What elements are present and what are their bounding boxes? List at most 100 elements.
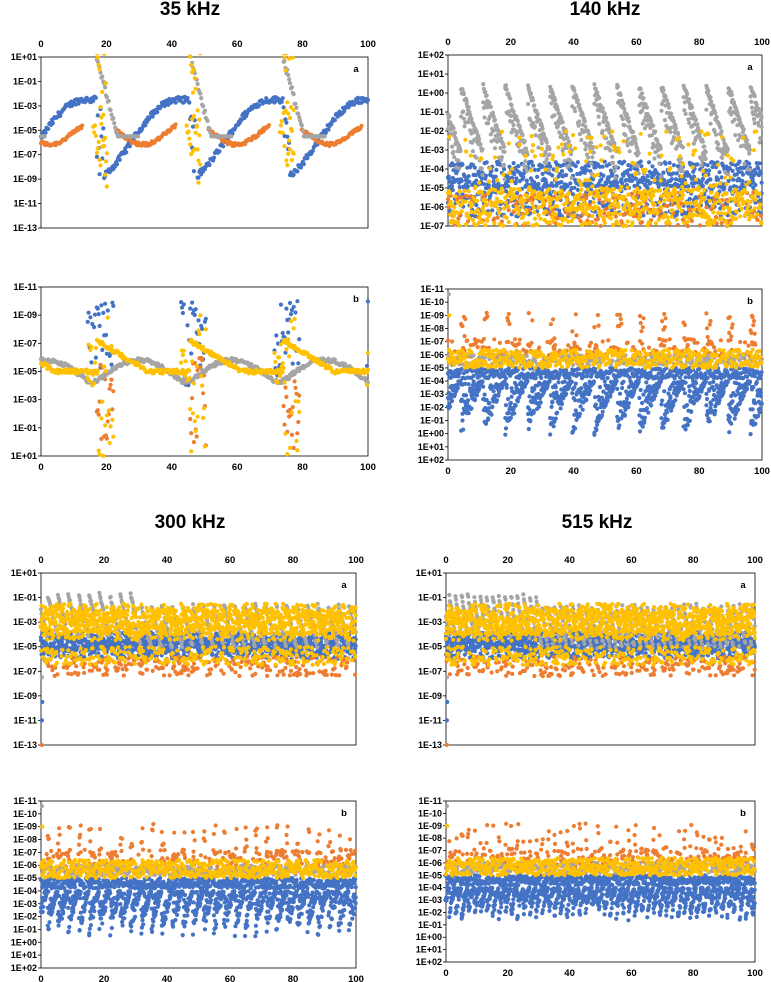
data-point [644,206,650,211]
x-axis: 0 20 40 60 80 100 [445,37,770,48]
data-point [529,399,534,405]
data-point [482,392,487,397]
data-point [183,359,188,364]
data-point [256,103,261,108]
data-point [680,184,685,190]
data-point [665,203,670,209]
data-point [590,184,595,189]
data-point [528,118,533,123]
data-point [507,170,512,175]
data-point [278,123,283,128]
data-point [549,197,554,202]
data-point [699,129,704,134]
data-point [561,146,566,152]
data-point [679,174,684,179]
data-point [740,178,745,183]
data-point [96,62,101,67]
data-point [532,216,538,221]
data-point [477,137,482,142]
data-point [545,183,550,188]
data-point [553,212,558,217]
data-point [725,172,730,177]
data-point [514,195,519,200]
data-point [99,303,104,308]
data-point [616,146,621,151]
data-point [492,373,498,378]
data-point [675,209,680,214]
x-tick-label: 40 [568,466,579,477]
data-point [295,169,300,174]
data-point [96,139,101,144]
data-point [703,156,708,161]
data-point [80,123,85,128]
data-point [487,400,492,405]
data-point [202,444,207,449]
data-point [749,208,754,213]
data-point [451,149,456,154]
data-point [517,124,522,130]
data-point [625,185,630,190]
data-point [669,125,674,130]
x-tick-label: 0 [445,466,450,477]
data-point [673,177,679,182]
data-point [190,300,195,305]
data-point [291,172,296,177]
data-point [92,123,98,128]
data-point [711,210,716,215]
data-point [707,168,712,173]
data-point [332,357,337,362]
data-point [573,109,578,114]
data-point [290,55,295,60]
data-point [660,193,665,198]
data-point [662,118,668,123]
data-point [187,136,192,141]
data-point [595,172,601,177]
data-point [710,184,715,189]
data-point [704,107,709,112]
data-point [105,308,110,313]
data-point [707,217,712,222]
data-point [674,217,679,222]
data-point [456,216,461,221]
data-point [553,177,558,182]
data-point [613,214,619,219]
x-tick-label: 100 [360,39,376,50]
data-point [93,95,98,100]
data-point [287,354,292,359]
data-point [466,189,471,194]
y-tick-label: 1E+00 [418,88,444,98]
data-point [486,182,491,188]
data-point [289,410,294,415]
data-point [539,146,545,151]
data-point [181,302,186,307]
data-point [612,203,617,208]
data-point [611,160,616,165]
data-point [639,164,644,169]
data-point [556,145,561,150]
data-point [104,95,109,100]
data-point [544,180,549,185]
data-point [661,87,666,93]
data-point [292,316,297,322]
data-point [298,165,304,170]
data-point [291,92,296,97]
data-point [716,210,721,216]
data-point [526,101,531,107]
data-point [275,380,280,385]
data-point [480,147,485,152]
data-point [466,105,471,110]
data-point [469,406,474,411]
data-point [613,193,619,198]
y-tick-label: 1E-01 [420,416,444,426]
data-point [104,184,109,189]
data-point [277,355,282,360]
data-point [722,175,728,180]
data-point [727,206,732,211]
data-point [754,129,759,134]
data-point [504,382,509,387]
data-point [452,130,457,136]
data-point [608,216,614,221]
data-point [474,393,480,398]
data-point [590,155,595,160]
data-point [465,219,471,224]
